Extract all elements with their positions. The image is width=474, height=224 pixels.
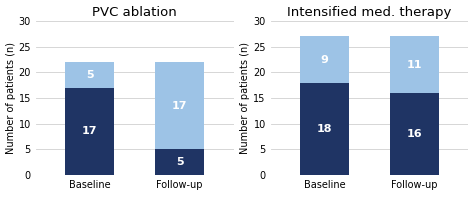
Text: 9: 9 (320, 54, 328, 65)
Legend: NYHA III, NYHA II: NYHA III, NYHA II (314, 223, 425, 224)
Bar (65, 62, 114, 88)
Bar (155, 62, 204, 149)
Bar (390, 37, 439, 93)
Bar (155, 149, 204, 175)
Text: 5: 5 (176, 157, 183, 167)
Text: 16: 16 (407, 129, 422, 139)
Y-axis label: Number of patients (n): Number of patients (n) (240, 42, 250, 154)
Y-axis label: Number of patients (n): Number of patients (n) (6, 42, 16, 154)
Legend: NYHA III, NYHA II: NYHA III, NYHA II (79, 223, 190, 224)
Title: Intensified med. therapy: Intensified med. therapy (287, 6, 452, 19)
Text: 17: 17 (82, 126, 97, 136)
Text: 17: 17 (172, 101, 187, 111)
Text: 5: 5 (86, 70, 93, 80)
Bar (300, 83, 349, 175)
Text: 11: 11 (407, 60, 422, 70)
Text: 18: 18 (317, 124, 332, 134)
Bar (300, 37, 349, 83)
Bar (390, 93, 439, 175)
Bar (65, 88, 114, 175)
Title: PVC ablation: PVC ablation (92, 6, 177, 19)
